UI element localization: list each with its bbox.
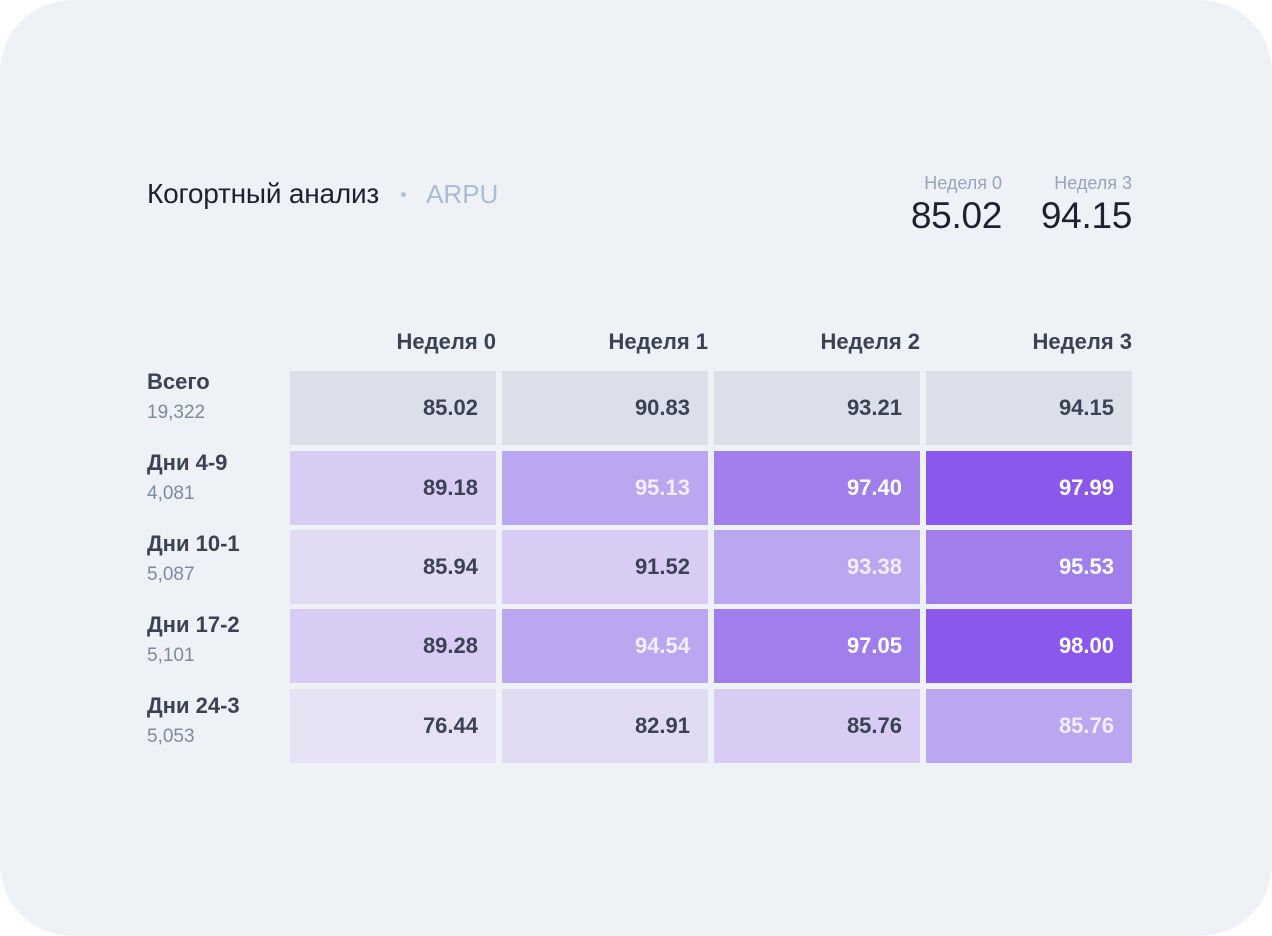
kpi-week-3: Неделя 3 94.15: [1030, 172, 1132, 238]
table-cell: 98.00: [926, 609, 1132, 683]
row-label-cohort: Дни 4-9 4,081: [147, 449, 227, 507]
row-name: Дни 24-3: [147, 693, 240, 718]
table-cell: 91.52: [502, 530, 708, 604]
table-cell: 97.99: [926, 451, 1132, 525]
kpi-week-0: Неделя 0 85.02: [900, 172, 1002, 238]
table-cell: 95.53: [926, 530, 1132, 604]
table-cell: 85.02: [290, 371, 496, 445]
table-cell: 89.18: [290, 451, 496, 525]
column-header: Неделя 0: [396, 329, 496, 354]
table-cell: 89.28: [290, 609, 496, 683]
table-cell: 90.83: [502, 371, 708, 445]
kpi-value: 94.15: [1040, 195, 1132, 236]
table-cell: 97.05: [714, 609, 920, 683]
table-cell: 82.91: [502, 689, 708, 763]
table-cell: 85.76: [926, 689, 1132, 763]
table-cell: 94.54: [502, 609, 708, 683]
table-cell: 85.94: [290, 530, 496, 604]
separator-dot-icon: [401, 191, 407, 197]
table-cell: 85.76: [714, 689, 920, 763]
title-row: Когортный анализ ARPU: [147, 176, 498, 212]
row-count: 5,101: [147, 645, 195, 666]
row-label-cohort: Дни 17-2 5,101: [147, 611, 240, 669]
kpi-value: 85.02: [910, 195, 1002, 236]
row-count: 19,322: [147, 402, 206, 423]
row-name: Всего: [147, 369, 210, 394]
table-cell: 95.13: [502, 451, 708, 525]
row-count: 4,081: [147, 483, 195, 504]
table-cell: 93.21: [714, 371, 920, 445]
row-name: Дни 17-2: [147, 612, 240, 637]
page-title: Когортный анализ: [147, 178, 380, 209]
row-label-total: Всего 19,322: [147, 368, 210, 426]
row-label-cohort: Дни 10-1 5,087: [147, 530, 240, 588]
table-cell: 76.44: [290, 689, 496, 763]
column-header: Неделя 2: [820, 329, 920, 354]
metric-name: ARPU: [426, 178, 499, 209]
table-cell: 97.40: [714, 451, 920, 525]
column-header: Неделя 3: [1032, 329, 1132, 354]
row-label-cohort: Дни 24-3 5,053: [147, 692, 240, 750]
table-cell: 94.15: [926, 371, 1132, 445]
row-count: 5,087: [147, 564, 195, 585]
row-name: Дни 4-9: [147, 450, 228, 475]
table-cell: 93.38: [714, 530, 920, 604]
kpi-label: Неделя 3: [1054, 173, 1132, 193]
row-name: Дни 10-1: [147, 531, 240, 556]
column-header: Неделя 1: [608, 329, 708, 354]
kpi-label: Неделя 0: [924, 173, 1002, 193]
row-count: 5,053: [147, 726, 195, 747]
